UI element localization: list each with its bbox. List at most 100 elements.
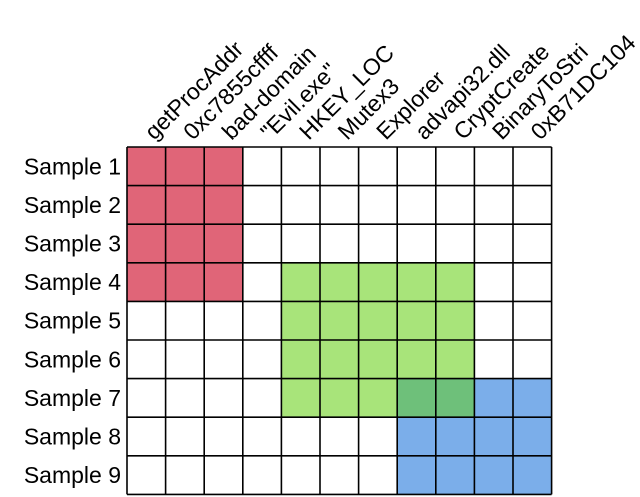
matrix-cell-9-11: [513, 455, 552, 495]
matrix-cells: [127, 147, 552, 495]
matrix-cell-5-8: [397, 301, 436, 340]
matrix-cell-4-4: [242, 262, 282, 302]
matrix-cell-1-11: [513, 147, 552, 186]
matrix-cell-2-2: [165, 185, 205, 225]
matrix-cell-5-7: [358, 301, 398, 340]
matrix-cell-9-2: [165, 455, 205, 495]
matrix-cell-7-8: [397, 378, 436, 418]
matrix-cell-8-9: [435, 417, 475, 456]
matrix-cell-1-4: [242, 147, 282, 186]
matrix-cell-8-2: [165, 417, 205, 456]
matrix-cell-4-3: [204, 262, 243, 302]
matrix-cell-1-1: [127, 147, 166, 186]
matrix-cell-8-4: [242, 417, 282, 456]
matrix-cell-3-7: [358, 224, 398, 263]
row-labels: Sample 1 Sample 2 Sample 3 Sample 4 Sample 5…: [24, 153, 121, 488]
matrix-cell-2-6: [320, 185, 359, 225]
row-label: Sample 4: [24, 269, 121, 295]
matrix-cell-4-8: [397, 262, 436, 302]
matrix-cell-4-10: [474, 262, 513, 302]
matrix-cell-4-9: [435, 262, 475, 302]
matrix-cell-7-9: [435, 378, 475, 418]
matrix-cell-6-6: [320, 340, 359, 379]
matrix-cell-5-2: [165, 301, 205, 340]
matrix-cell-2-1: [127, 185, 166, 225]
matrix-cell-1-3: [204, 147, 243, 186]
matrix-cell-2-7: [358, 185, 398, 225]
row-label: Sample 8: [24, 424, 121, 450]
row-label: Sample 9: [24, 462, 121, 488]
matrix-cell-7-6: [320, 378, 359, 418]
matrix-cell-7-7: [358, 378, 398, 418]
matrix-cell-9-7: [358, 455, 398, 495]
matrix-cell-6-3: [204, 340, 243, 379]
row-label: Sample 3: [24, 231, 121, 257]
matrix-grid: [126, 146, 553, 496]
row-label: Sample 2: [24, 192, 121, 218]
matrix-cell-5-5: [281, 301, 320, 340]
matrix-cell-6-9: [435, 340, 475, 379]
matrix-cell-9-4: [242, 455, 282, 495]
matrix-cell-1-9: [435, 147, 475, 186]
matrix-cell-6-5: [281, 340, 320, 379]
matrix-cell-3-9: [435, 224, 475, 263]
matrix-cell-6-1: [127, 340, 166, 379]
matrix-cell-3-1: [127, 224, 166, 263]
matrix-cell-4-11: [513, 262, 552, 302]
matrix-cell-5-1: [127, 301, 166, 340]
matrix-cell-8-11: [513, 417, 552, 456]
matrix-cell-7-11: [513, 378, 552, 418]
matrix-cell-4-7: [358, 262, 398, 302]
matrix-cell-2-4: [242, 185, 282, 225]
matrix-cell-9-9: [435, 455, 475, 495]
matrix-cell-8-7: [358, 417, 398, 456]
matrix-cell-4-6: [320, 262, 359, 302]
matrix-cell-7-1: [127, 378, 166, 418]
matrix-cell-5-10: [474, 301, 513, 340]
matrix-cell-9-8: [397, 455, 436, 495]
matrix-cell-7-4: [242, 378, 282, 418]
matrix-cell-8-8: [397, 417, 436, 456]
matrix-cell-7-3: [204, 378, 243, 418]
matrix-cell-9-5: [281, 455, 320, 495]
matrix-cell-5-11: [513, 301, 552, 340]
matrix-cell-1-6: [320, 147, 359, 186]
matrix-cell-4-5: [281, 262, 320, 302]
row-label: Sample 1: [24, 153, 121, 179]
matrix-cell-5-4: [242, 301, 282, 340]
matrix-cell-5-3: [204, 301, 243, 340]
matrix-cell-3-10: [474, 224, 513, 263]
matrix-cell-2-8: [397, 185, 436, 225]
matrix-cell-6-7: [358, 340, 398, 379]
matrix-cell-8-1: [127, 417, 166, 456]
matrix-cell-8-10: [474, 417, 513, 456]
matrix-cell-2-5: [281, 185, 320, 225]
matrix-cell-9-1: [127, 455, 166, 495]
matrix-cell-6-4: [242, 340, 282, 379]
matrix-cell-3-4: [242, 224, 282, 263]
matrix-cell-9-10: [474, 455, 513, 495]
matrix-cell-6-10: [474, 340, 513, 379]
matrix-cell-1-2: [165, 147, 205, 186]
row-label: Sample 7: [24, 385, 121, 411]
matrix-cell-6-2: [165, 340, 205, 379]
matrix-cell-8-5: [281, 417, 320, 456]
matrix-cell-8-6: [320, 417, 359, 456]
row-label: Sample 6: [24, 346, 121, 372]
matrix-cell-2-10: [474, 185, 513, 225]
matrix-cell-4-2: [165, 262, 205, 302]
matrix-cell-2-11: [513, 185, 552, 225]
matrix-cell-3-5: [281, 224, 320, 263]
matrix-cell-7-5: [281, 378, 320, 418]
matrix-cell-3-8: [397, 224, 436, 263]
matrix-cell-3-6: [320, 224, 359, 263]
matrix-cell-3-3: [204, 224, 243, 263]
row-label: Sample 5: [24, 308, 121, 334]
matrix-cell-1-5: [281, 147, 320, 186]
matrix-cell-9-6: [320, 455, 359, 495]
matrix-cell-1-8: [397, 147, 436, 186]
matrix-cell-7-10: [474, 378, 513, 418]
column-labels: getProcAddr0xc7855cffffbad-domain"Evil.e…: [139, 29, 640, 144]
matrix-cell-1-7: [358, 147, 398, 186]
